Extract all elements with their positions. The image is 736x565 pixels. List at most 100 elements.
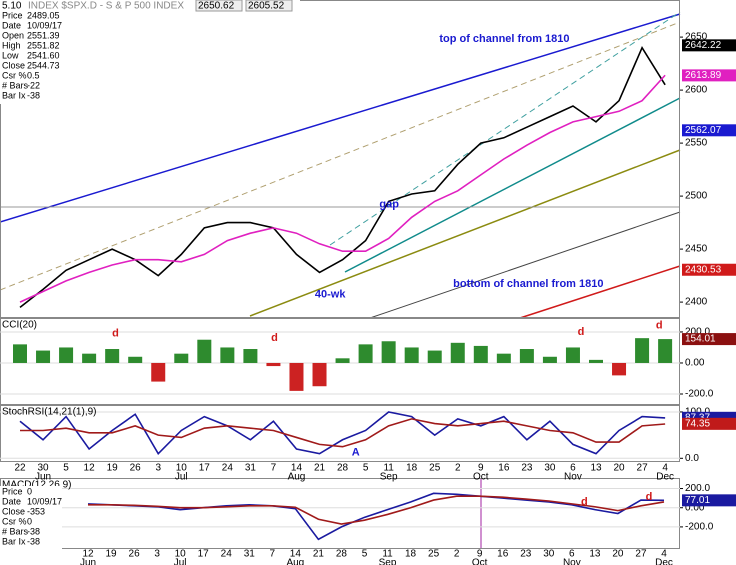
- annotation: d: [646, 491, 653, 503]
- info-label: Close: [2, 60, 25, 70]
- bar: [635, 338, 650, 363]
- bar: [450, 342, 465, 363]
- panel: [0, 405, 680, 462]
- annotation: d: [656, 320, 663, 332]
- bar: [496, 353, 511, 363]
- y-tick-label: 2550: [685, 138, 708, 149]
- x-tick-label: 3: [155, 463, 161, 474]
- trendline: [344, 97, 681, 273]
- price-tag: [682, 39, 736, 52]
- info-label: Price: [2, 10, 23, 20]
- trendline: [249, 149, 681, 317]
- x-month-label: Sep: [379, 558, 397, 565]
- x-month-label: Dec: [655, 558, 673, 565]
- bar: [473, 345, 488, 363]
- info-value: -353: [27, 506, 45, 516]
- info-label: Price: [2, 486, 23, 496]
- info-value: 0.5: [27, 70, 40, 80]
- price-tag: [682, 69, 736, 82]
- bar: [358, 344, 373, 363]
- x-tick-label: 23: [521, 463, 533, 474]
- bar: [151, 362, 166, 382]
- price-tag: [682, 263, 736, 276]
- x-tick-label: 22: [14, 463, 26, 474]
- y-tick-label: 200.0: [685, 483, 710, 494]
- info-label: Csr %: [2, 516, 27, 526]
- bar: [266, 362, 281, 367]
- bar: [174, 353, 189, 363]
- bar: [519, 349, 534, 363]
- x-tick-label: 3: [154, 549, 160, 560]
- x-tick-label: 9: [478, 463, 484, 474]
- info-label: Bar Ix: [2, 90, 26, 100]
- y-tick-label: -200.0: [685, 522, 714, 533]
- header-bar: [0, 0, 300, 11]
- panel-borders: [0, 0, 680, 549]
- price-tag-label: 2430.53: [685, 264, 722, 275]
- x-month-label: Aug: [286, 558, 304, 565]
- x-tick-label: 13: [589, 549, 601, 560]
- info-value: 2551.82: [27, 40, 60, 50]
- x-tick-label: 6: [570, 463, 576, 474]
- dashed-line: [329, 11, 681, 246]
- x-tick-label: 5: [362, 549, 368, 560]
- x-month-label: Dec: [656, 472, 674, 483]
- info-value: 0: [27, 486, 32, 496]
- annotation: top of channel from 1810: [439, 33, 569, 45]
- info-label: Open: [2, 30, 24, 40]
- bar: [59, 347, 74, 363]
- info-value: 2541.60: [27, 50, 60, 60]
- annotation: 40-wk: [315, 289, 346, 301]
- x-tick-label: 10: [175, 549, 187, 560]
- info-value: -38: [27, 526, 40, 536]
- channel-top: [0, 13, 681, 223]
- x-tick-label: 27: [635, 549, 647, 560]
- info-label: # Bars: [2, 80, 29, 90]
- annotation: bottom of channel from 1810: [453, 278, 603, 290]
- x-month-label: Oct: [473, 472, 489, 483]
- info-label: Low: [2, 50, 19, 60]
- x-tick-label: 28: [337, 463, 349, 474]
- y-tick-label: 2650: [685, 32, 708, 43]
- bar: [542, 356, 557, 363]
- panel: [0, 0, 680, 318]
- x-tick-label: 12: [84, 463, 96, 474]
- info-label: Bar Ix: [2, 536, 26, 546]
- bar: [381, 341, 396, 363]
- x-tick-label: 17: [198, 549, 210, 560]
- x-tick-label: 11: [382, 549, 393, 560]
- x-tick-label: 21: [313, 549, 325, 560]
- info-box: [0, 10, 62, 104]
- bar: [13, 344, 27, 363]
- x-tick-label: 24: [222, 463, 234, 474]
- bar: [128, 356, 143, 363]
- bar: [612, 362, 627, 376]
- trendlines: [0, 11, 681, 548]
- x-tick-label: 27: [637, 463, 649, 474]
- price-tag-label: 77.01: [685, 495, 710, 506]
- x-tick-label: 20: [612, 549, 624, 560]
- x-month-label: Oct: [472, 558, 488, 565]
- y-tick-label: 0.00: [685, 358, 705, 369]
- x-tick-label: 14: [290, 549, 302, 560]
- header-box: [195, 0, 243, 12]
- y-tick-label: 0.00: [685, 502, 705, 513]
- x-tick-label: 30: [544, 463, 556, 474]
- price-tag: [682, 333, 736, 346]
- info-label: Csr %: [2, 70, 27, 80]
- x-tick-label: 11: [383, 463, 394, 474]
- y-tick-label: 2400: [685, 297, 708, 308]
- info-label: # Bars: [2, 526, 29, 536]
- x-tick-label: 10: [176, 463, 188, 474]
- bar: [105, 349, 120, 363]
- x-month-label: Nov: [563, 558, 581, 565]
- x-month-label: Aug: [288, 472, 306, 483]
- info-box: [0, 486, 62, 550]
- price-tag: [682, 494, 736, 507]
- header-value: 2605.52: [248, 1, 285, 12]
- x-tick-label: 2: [455, 463, 461, 474]
- price-tag-label: 154.01: [685, 334, 716, 345]
- x-month-label: Jul: [175, 472, 188, 483]
- x-tick-label: 25: [428, 549, 440, 560]
